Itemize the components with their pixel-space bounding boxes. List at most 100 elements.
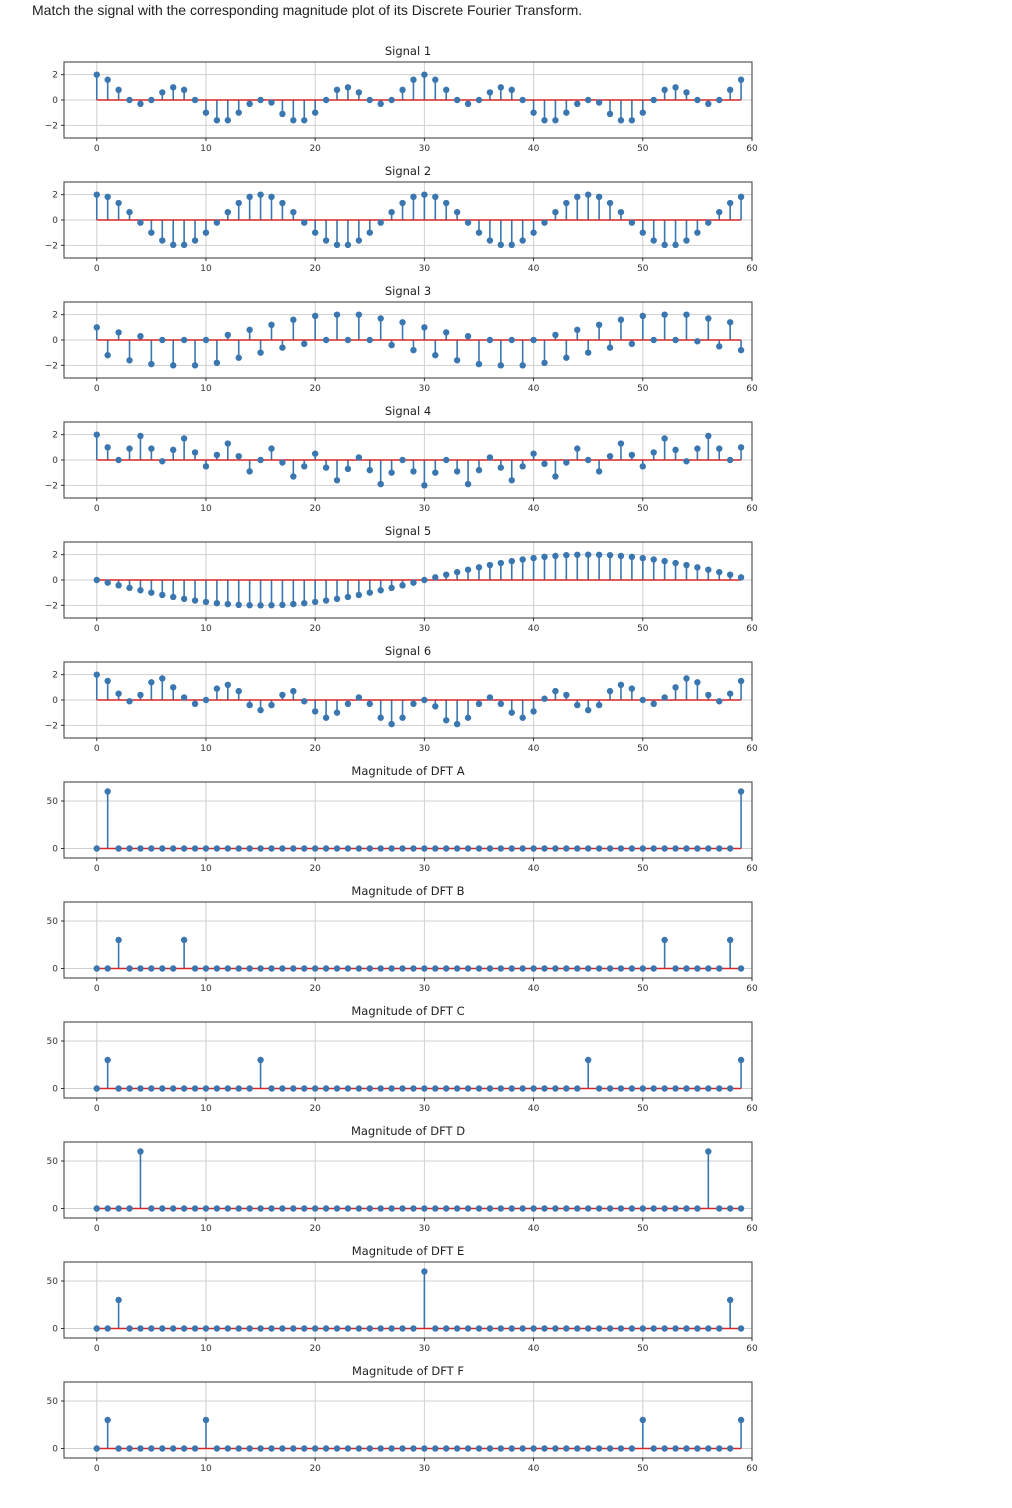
stem-marker (388, 469, 395, 476)
stem-marker (726, 86, 734, 94)
stem-marker (497, 1085, 505, 1092)
stem-marker (574, 193, 581, 201)
stem-marker (497, 84, 505, 91)
stem-marker (453, 1205, 461, 1212)
stem-marker (159, 1445, 166, 1452)
stem-marker (311, 1085, 319, 1092)
chart-title: Signal 4 (385, 404, 431, 418)
stem-marker (170, 1205, 177, 1212)
stem-marker (508, 336, 515, 344)
stem-marker (410, 76, 417, 83)
stem-marker (595, 193, 603, 201)
stem-marker (180, 1085, 188, 1092)
x-tick-label: 50 (637, 984, 649, 994)
stem-marker (366, 229, 373, 236)
stem-marker (180, 1205, 188, 1212)
stem-marker (410, 845, 417, 852)
stem-marker (366, 965, 373, 972)
stem-marker (563, 354, 570, 361)
stem-marker (530, 1325, 537, 1332)
stem-marker (639, 1416, 646, 1424)
stem-marker (224, 1325, 232, 1332)
stem-marker (366, 1445, 373, 1452)
stem-marker (170, 845, 177, 852)
stem-marker (399, 1205, 406, 1212)
stem-marker (672, 965, 679, 972)
x-tick-label: 10 (200, 1104, 212, 1114)
stem-marker (694, 965, 701, 972)
stem-marker (279, 1205, 286, 1212)
stem-marker (322, 1325, 330, 1332)
stem-marker (93, 1445, 100, 1452)
stem-marker (661, 1445, 668, 1452)
y-tick-label: 0 (52, 1085, 58, 1095)
x-tick-label: 0 (94, 864, 100, 874)
stem-marker (322, 464, 330, 471)
x-tick-label: 20 (309, 504, 321, 514)
stem-marker (377, 1205, 384, 1212)
stem-marker (104, 579, 111, 586)
stem-marker (683, 458, 690, 465)
stem-marker (737, 1325, 745, 1332)
stem-marker (726, 1445, 734, 1452)
stem-marker (486, 694, 494, 701)
stem-marker (355, 454, 363, 461)
chart-title: Magnitude of DFT F (352, 1364, 464, 1378)
stem-marker (650, 336, 657, 344)
stem-marker (268, 99, 275, 106)
stem-marker (726, 571, 734, 578)
stem-marker (639, 965, 646, 972)
y-tick-label: 0 (52, 1205, 58, 1215)
axes-frame (63, 1141, 753, 1219)
stem-marker (104, 1056, 111, 1064)
stem-marker (716, 568, 723, 576)
stem-marker (202, 1325, 210, 1332)
stem-marker (279, 1445, 286, 1452)
stem-marker (333, 1445, 341, 1452)
stem-marker (443, 845, 450, 852)
stem-marker (475, 965, 483, 972)
stem-marker (126, 845, 133, 852)
stem-marker (530, 845, 537, 852)
stem-marker (617, 965, 625, 972)
stem-marker (563, 845, 570, 852)
stem-marker (584, 845, 592, 852)
stem-marker (290, 1085, 297, 1092)
stem-marker (148, 1085, 155, 1092)
stem-marker (595, 99, 603, 106)
stem-marker (191, 237, 199, 244)
stem-marker (148, 1325, 155, 1332)
stem-marker (661, 1085, 668, 1092)
x-tick-label: 40 (528, 1464, 540, 1474)
stem-marker (443, 1445, 450, 1452)
stem-marker (694, 338, 701, 345)
stem-marker (432, 703, 439, 710)
stem-marker (126, 584, 133, 592)
stem-marker (530, 965, 537, 972)
stem-marker (366, 466, 373, 474)
stem-marker (268, 321, 275, 328)
stem-marker (705, 1148, 712, 1155)
stem-marker (475, 1325, 483, 1332)
stem-marker (639, 1085, 646, 1092)
stem-marker (322, 96, 330, 104)
stem-marker (563, 1205, 570, 1212)
stem-marker (628, 340, 636, 347)
stem-marker (497, 1325, 505, 1332)
x-tick-label: 60 (746, 984, 758, 994)
stem-marker (694, 845, 701, 852)
x-tick-label: 60 (746, 144, 758, 154)
stem-marker (726, 456, 734, 464)
stem-marker (246, 965, 253, 972)
stem-marker (508, 86, 515, 94)
stem-marker (268, 965, 275, 972)
x-tick-label: 0 (94, 1104, 100, 1114)
stem-marker (279, 199, 286, 207)
stem-marker (115, 690, 122, 697)
stem-marker (486, 965, 494, 972)
stem-marker (726, 1296, 734, 1304)
stem-marker (388, 1325, 395, 1332)
stem-marker (333, 1205, 341, 1212)
stem-marker (519, 965, 526, 972)
stem-marker (137, 219, 144, 226)
